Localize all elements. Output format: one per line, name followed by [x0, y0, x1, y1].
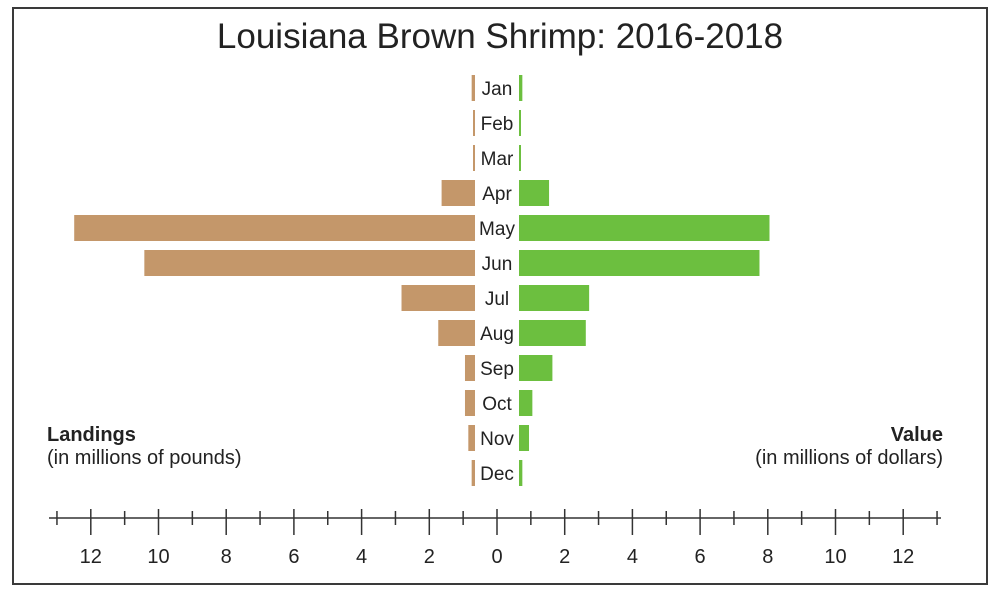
value-unit: (in millions of dollars): [755, 447, 943, 469]
landings-bar-jul: [401, 285, 475, 311]
month-label-aug: Aug: [480, 324, 514, 345]
landings-bar-sep: [464, 355, 475, 381]
landings-bar-aug: [438, 320, 475, 346]
value-bar-jan: [519, 75, 523, 101]
month-label-jul: Jul: [485, 289, 509, 310]
landings-bar-oct: [464, 390, 475, 416]
left-tick-label: 12: [80, 546, 102, 568]
value-label: Value: [890, 424, 943, 446]
month-label-dec: Dec: [480, 464, 514, 485]
value-bar-jul: [519, 285, 590, 311]
value-bar-sep: [519, 355, 553, 381]
landings-bar-apr: [441, 180, 475, 206]
month-label-oct: Oct: [482, 394, 512, 415]
right-tick-label: 6: [695, 546, 706, 568]
value-bar-apr: [519, 180, 550, 206]
value-bar-feb: [519, 110, 521, 136]
landings-bar-jun: [144, 250, 475, 276]
value-bar-may: [519, 215, 770, 241]
right-tick-label: 10: [824, 546, 846, 568]
right-tick-label: 2: [559, 546, 570, 568]
left-tick-label: 8: [221, 546, 232, 568]
landings-label: Landings: [47, 424, 136, 446]
left-tick-label: 10: [147, 546, 169, 568]
landings-unit: (in millions of pounds): [47, 447, 242, 469]
landings-legend: Landings (in millions of pounds): [47, 424, 242, 470]
landings-bar-mar: [473, 145, 475, 171]
month-label-feb: Feb: [481, 114, 514, 135]
value-bar-mar: [519, 145, 521, 171]
value-bar-nov: [519, 425, 530, 451]
landings-bar-may: [74, 215, 475, 241]
month-label-jun: Jun: [482, 254, 513, 275]
left-tick-label: 0: [491, 546, 502, 568]
month-label-apr: Apr: [482, 184, 512, 205]
landings-bar-jan: [471, 75, 475, 101]
value-legend: Value (in millions of dollars): [755, 424, 943, 470]
value-bar-dec: [519, 460, 523, 486]
landings-bar-feb: [473, 110, 475, 136]
month-label-may: May: [479, 219, 515, 240]
month-label-mar: Mar: [481, 149, 514, 170]
left-tick-label: 6: [288, 546, 299, 568]
left-tick-label: 2: [424, 546, 435, 568]
value-bar-oct: [519, 390, 533, 416]
month-label-jan: Jan: [482, 79, 513, 100]
chart-frame: [12, 7, 988, 585]
right-tick-label: 8: [762, 546, 773, 568]
landings-bar-dec: [471, 460, 475, 486]
landings-bar-nov: [468, 425, 475, 451]
left-tick-label: 4: [356, 546, 367, 568]
value-bar-aug: [519, 320, 586, 346]
chart-title: Louisiana Brown Shrimp: 2016-2018: [216, 17, 784, 56]
value-bar-jun: [519, 250, 760, 276]
right-tick-label: 4: [627, 546, 638, 568]
month-label-sep: Sep: [480, 359, 514, 380]
month-label-nov: Nov: [480, 429, 514, 450]
right-tick-label: 12: [892, 546, 914, 568]
